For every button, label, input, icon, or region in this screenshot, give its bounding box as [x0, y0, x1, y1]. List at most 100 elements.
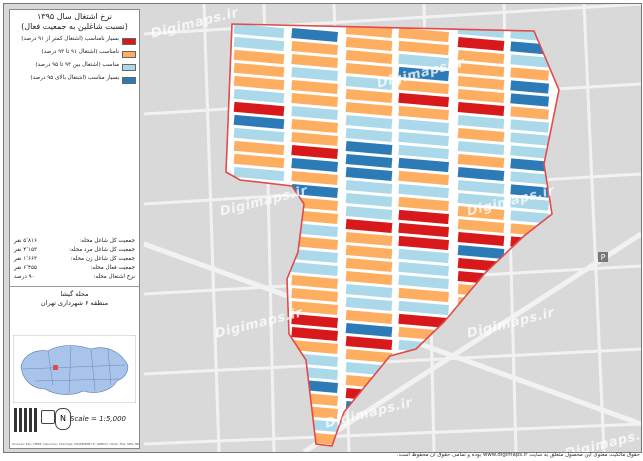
block-polygon[interactable]: [510, 197, 550, 211]
block-polygon[interactable]: [345, 245, 393, 259]
block-polygon[interactable]: [510, 93, 550, 107]
block-polygon[interactable]: [345, 141, 393, 155]
block-polygon[interactable]: [457, 76, 505, 90]
block-polygon[interactable]: [398, 144, 449, 160]
block-polygon[interactable]: [291, 313, 338, 328]
block-polygon[interactable]: [233, 62, 285, 78]
block-polygon[interactable]: [345, 115, 393, 129]
block-polygon[interactable]: [291, 339, 338, 354]
map-canvas[interactable]: P: [4, 4, 641, 452]
block-polygon[interactable]: [457, 167, 505, 181]
block-polygon[interactable]: [291, 287, 338, 302]
block-polygon[interactable]: [291, 300, 338, 315]
block-polygon[interactable]: [345, 323, 393, 337]
block-polygon[interactable]: [457, 219, 505, 233]
block-polygon[interactable]: [291, 157, 338, 172]
block-polygon[interactable]: [345, 206, 393, 220]
block-polygon[interactable]: [510, 119, 550, 133]
block-polygon[interactable]: [291, 248, 338, 263]
block-polygon[interactable]: [510, 145, 550, 159]
block-polygon[interactable]: [345, 336, 393, 350]
block-polygon[interactable]: [457, 193, 505, 207]
block-polygon[interactable]: [457, 63, 505, 77]
block-polygon[interactable]: [233, 24, 285, 39]
block-polygon[interactable]: [457, 232, 505, 246]
block-polygon[interactable]: [233, 348, 285, 364]
block-polygon[interactable]: [398, 300, 449, 316]
block-polygon[interactable]: [233, 296, 285, 312]
block-polygon[interactable]: [398, 261, 449, 277]
block-polygon[interactable]: [398, 79, 449, 95]
block-polygon[interactable]: [233, 257, 285, 273]
block-polygon[interactable]: [345, 128, 393, 142]
block-polygon[interactable]: [398, 274, 449, 290]
block-polygon[interactable]: [398, 313, 449, 329]
block-polygon[interactable]: [398, 287, 449, 303]
block-polygon[interactable]: [291, 326, 338, 341]
block-polygon[interactable]: [345, 310, 393, 324]
block-polygon[interactable]: [233, 88, 285, 104]
block-polygon[interactable]: [398, 92, 449, 108]
block-polygon[interactable]: [345, 180, 393, 194]
block-polygon[interactable]: [510, 249, 550, 263]
block-polygon[interactable]: [345, 349, 393, 363]
block-polygon[interactable]: [233, 335, 285, 351]
block-polygon[interactable]: [291, 105, 338, 120]
block-polygon[interactable]: [398, 170, 449, 186]
block-polygon[interactable]: [398, 53, 449, 69]
block-polygon[interactable]: [233, 36, 285, 52]
block-polygon[interactable]: [398, 157, 449, 173]
block-polygon[interactable]: [291, 92, 338, 107]
block-polygon[interactable]: [345, 63, 393, 77]
block-polygon[interactable]: [510, 340, 550, 354]
block-polygon[interactable]: [291, 27, 338, 42]
block-polygon[interactable]: [233, 140, 285, 156]
block-polygon[interactable]: [291, 170, 338, 185]
block-polygon[interactable]: [398, 235, 449, 251]
block-polygon[interactable]: [457, 245, 505, 259]
block-polygon[interactable]: [510, 184, 550, 198]
block-polygon[interactable]: [291, 131, 338, 146]
block-polygon[interactable]: [345, 440, 393, 452]
block-polygon[interactable]: [457, 180, 505, 194]
block-polygon[interactable]: [291, 183, 338, 198]
block-polygon[interactable]: [233, 101, 285, 117]
block-polygon[interactable]: [345, 271, 393, 285]
block-polygon[interactable]: [457, 401, 505, 415]
block-polygon[interactable]: [457, 154, 505, 168]
block-polygon[interactable]: [233, 114, 285, 130]
block-polygon[interactable]: [233, 400, 285, 416]
block-polygon[interactable]: [345, 89, 393, 103]
block-polygon[interactable]: [398, 196, 449, 212]
block-polygon[interactable]: [510, 67, 550, 81]
block-polygon[interactable]: [457, 414, 505, 428]
block-polygon[interactable]: [291, 274, 338, 289]
block-polygon[interactable]: [345, 232, 393, 246]
block-polygon[interactable]: [291, 53, 338, 68]
block-polygon[interactable]: [233, 153, 285, 169]
block-polygon[interactable]: [457, 89, 505, 103]
block-polygon[interactable]: [457, 37, 505, 51]
block-polygon[interactable]: [233, 75, 285, 91]
block-polygon[interactable]: [398, 209, 449, 225]
block-polygon[interactable]: [398, 27, 449, 43]
block-polygon[interactable]: [510, 80, 550, 94]
block-polygon[interactable]: [233, 374, 285, 390]
block-polygon[interactable]: [510, 132, 550, 146]
block-polygon[interactable]: [345, 193, 393, 207]
block-polygon[interactable]: [398, 248, 449, 264]
block-polygon[interactable]: [233, 166, 285, 182]
block-polygon[interactable]: [291, 66, 338, 81]
block-polygon[interactable]: [345, 76, 393, 90]
block-polygon[interactable]: [510, 106, 550, 120]
block-polygon[interactable]: [345, 284, 393, 298]
block-polygon[interactable]: [233, 413, 285, 429]
block-polygon[interactable]: [398, 183, 449, 199]
block-polygon[interactable]: [457, 102, 505, 116]
block-polygon[interactable]: [457, 115, 505, 129]
block-polygon[interactable]: [398, 443, 449, 452]
block-polygon[interactable]: [233, 439, 285, 452]
block-polygon[interactable]: [345, 167, 393, 181]
block-polygon[interactable]: [345, 297, 393, 311]
block-polygon[interactable]: [291, 79, 338, 94]
